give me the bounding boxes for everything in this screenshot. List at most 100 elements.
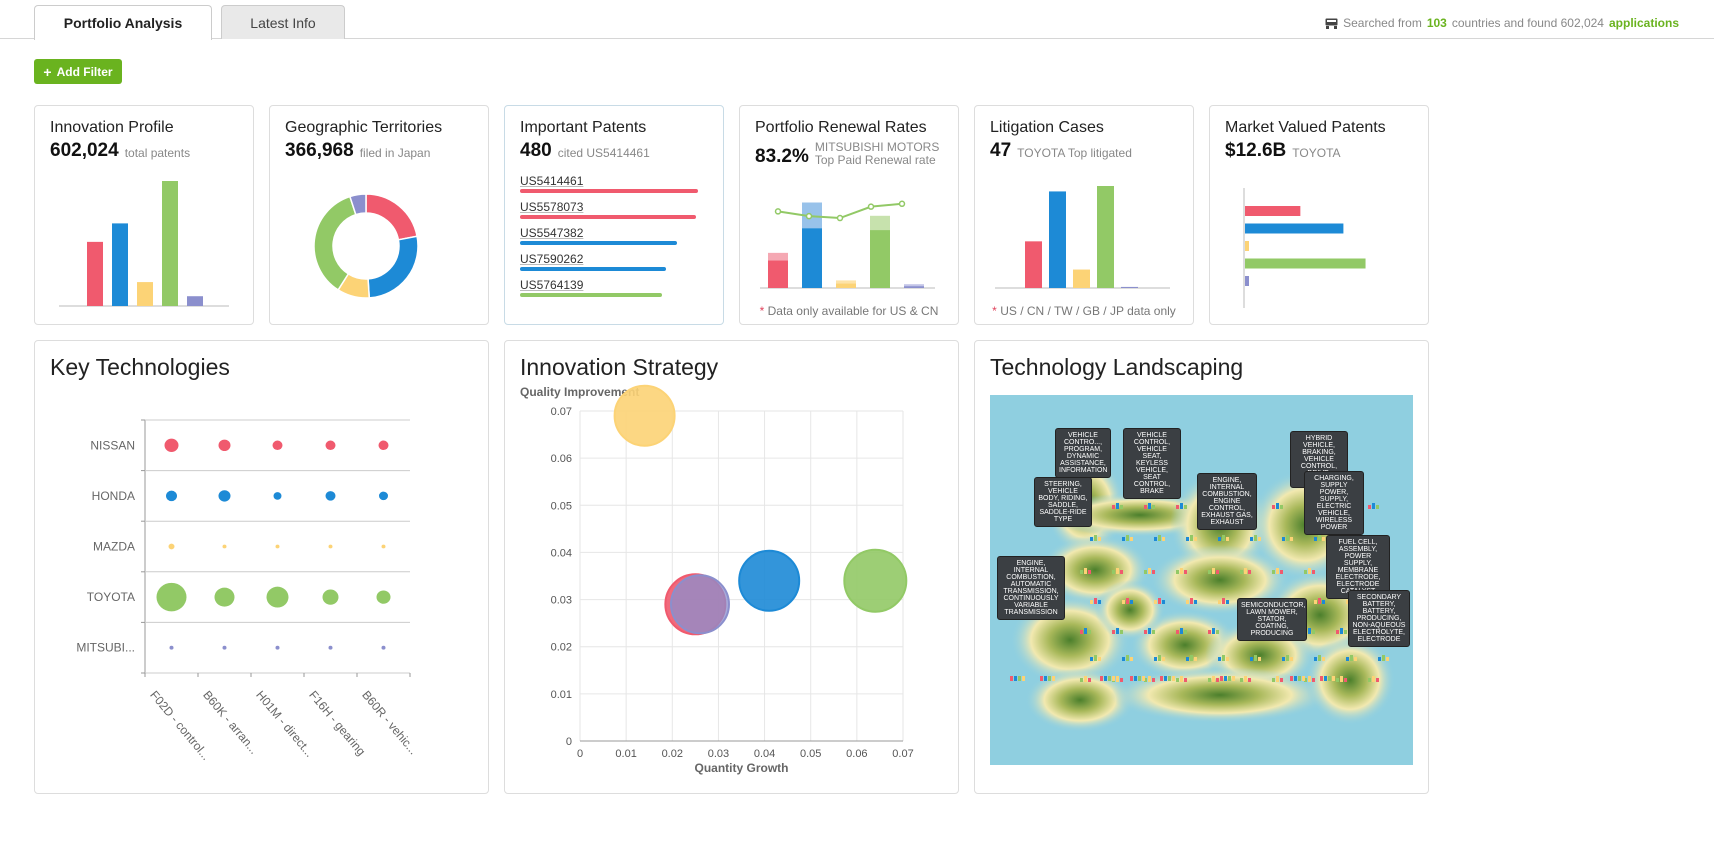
landscape-marker — [1048, 676, 1051, 681]
tech-bubble — [382, 646, 386, 650]
landscape-marker — [1080, 630, 1083, 634]
landscape-marker — [1328, 676, 1331, 681]
bar — [1049, 191, 1066, 288]
landscape-tip[interactable]: STEERING, VEHICLE BODY, RIDING, SADDLE, … — [1034, 477, 1092, 527]
landscape-marker — [1250, 657, 1253, 661]
tech-bubble — [215, 588, 235, 607]
landscape-marker — [1340, 676, 1343, 682]
landscape-marker — [1322, 657, 1325, 661]
patent-link[interactable]: US5414461 — [520, 174, 700, 188]
landscape-marker — [1290, 657, 1293, 661]
landscape-tip[interactable]: CHARGING, SUPPLY POWER, SUPPLY, ELECTRIC… — [1304, 471, 1364, 535]
landscape-marker — [1208, 630, 1211, 634]
tech-bubble — [166, 491, 177, 501]
landscape-map[interactable]: VEHICLE CONTRO..., PROGRAM, DYNAMIC ASSI… — [990, 395, 1413, 765]
landscape-marker — [1152, 630, 1155, 634]
landscape-marker — [1320, 676, 1323, 681]
landscape-tip[interactable]: ENGINE, INTERNAL COMBUSTION, ENGINE CONT… — [1197, 473, 1257, 530]
key-technologies-card[interactable]: Key Technologies NISSANHONDAMAZDATOYOTAM… — [34, 340, 489, 794]
strategy-bubble — [844, 550, 906, 612]
market-card[interactable]: Market Valued Patents $12.6B TOYOTA — [1209, 105, 1429, 325]
strategy-bubble — [615, 386, 675, 446]
y-tick-label: 0.06 — [551, 453, 572, 465]
landscape-marker — [1240, 570, 1243, 574]
patent-item[interactable]: US5414461 — [520, 174, 700, 200]
landscape-marker — [1376, 678, 1379, 682]
patent-item[interactable]: US5764139 — [520, 278, 700, 304]
landscape-marker — [1212, 568, 1215, 574]
landscape-marker — [1186, 600, 1189, 604]
row-label: HONDA — [92, 489, 135, 503]
tech-bubble — [274, 492, 282, 500]
applications-link[interactable]: applications — [1609, 16, 1679, 30]
landscape-marker — [1232, 676, 1235, 681]
tab-bar: Portfolio Analysis Latest Info Searched … — [0, 0, 1714, 39]
column-label: B60R - vehic... — [359, 688, 420, 757]
renewal-card[interactable]: Portfolio Renewal Rates 83.2% MITSUBISHI… — [739, 105, 959, 325]
landscape-marker — [1120, 570, 1123, 574]
landscape-marker — [1014, 676, 1017, 681]
landscape-marker — [1212, 628, 1215, 634]
landscape-marker — [1226, 600, 1229, 604]
bar — [187, 296, 203, 306]
landscape-tip[interactable]: ENGINE, INTERNAL COMBUSTION, AUTOMATIC T… — [997, 556, 1065, 620]
column-label: H01M - direct... — [253, 688, 316, 760]
landscape-marker — [1122, 600, 1125, 604]
landscape-marker — [1154, 537, 1157, 541]
landscape-marker — [1216, 678, 1219, 682]
patent-bar — [520, 267, 666, 271]
landscape-tip[interactable]: VEHICLE CONTROL, VEHICLE SEAT, KEYLESS V… — [1123, 428, 1181, 499]
landscape-marker — [1112, 570, 1115, 574]
card-title: Technology Landscaping — [990, 354, 1243, 381]
patent-link[interactable]: US5764139 — [520, 278, 700, 292]
litigation-card[interactable]: Litigation Cases 47 TOYOTA Top litigated… — [974, 105, 1194, 325]
bar-top — [836, 280, 856, 283]
landscape-marker — [1022, 676, 1025, 681]
renewal-chart — [740, 106, 960, 326]
bar — [1245, 224, 1343, 234]
tab-latest-info[interactable]: Latest Info — [221, 5, 345, 39]
patent-link[interactable]: US5547382 — [520, 226, 700, 240]
patent-link[interactable]: US5578073 — [520, 200, 700, 214]
landscape-marker — [1324, 676, 1327, 681]
landscape-marker — [1208, 570, 1211, 574]
patent-item[interactable]: US5578073 — [520, 200, 700, 226]
x-tick-label: 0.03 — [708, 748, 729, 760]
search-db-icon — [1325, 18, 1338, 29]
tech-bubble — [273, 441, 283, 451]
tech-bubble — [379, 441, 389, 451]
landscape-marker — [1184, 570, 1187, 574]
landscape-tip[interactable]: VEHICLE CONTRO..., PROGRAM, DYNAMIC ASSI… — [1055, 428, 1111, 478]
landscape-marker — [1152, 570, 1155, 574]
landscape-marker — [1376, 505, 1379, 509]
landscape-marker — [1100, 676, 1103, 681]
patent-item[interactable]: US7590262 — [520, 252, 700, 278]
terrain-hill — [1305, 635, 1395, 725]
strategy-bubble — [671, 575, 729, 633]
technology-landscaping-card[interactable]: Technology Landscaping VEHICLE CONTRO...… — [974, 340, 1429, 794]
note-star: * — [760, 304, 765, 318]
innovation-profile-card[interactable]: Innovation Profile 602,024 total patents — [34, 105, 254, 325]
landscape-marker — [1226, 537, 1229, 541]
patent-link[interactable]: US7590262 — [520, 252, 700, 266]
add-filter-label: Add Filter — [57, 65, 113, 79]
innovation-strategy-card[interactable]: Innovation Strategy 00.010.020.030.040.0… — [504, 340, 959, 794]
landscape-marker — [1176, 630, 1179, 634]
landscape-marker — [1112, 505, 1115, 509]
landscape-marker — [1184, 630, 1187, 634]
important-patents-card[interactable]: Important Patents 480 cited US5414461 US… — [504, 105, 724, 325]
landscape-marker — [1350, 655, 1353, 661]
landscape-marker — [1190, 598, 1193, 604]
patent-item[interactable]: US5547382 — [520, 226, 700, 252]
y-tick-label: 0.02 — [551, 642, 572, 654]
geographic-card[interactable]: Geographic Territories 366,968 filed in … — [269, 105, 489, 325]
landscape-tip[interactable]: SECONDARY BATTERY, BATTERY, PRODUCING, N… — [1348, 590, 1410, 647]
x-tick-label: 0 — [577, 748, 583, 760]
tab-portfolio-analysis[interactable]: Portfolio Analysis — [34, 5, 212, 40]
landscape-marker — [1126, 655, 1129, 661]
landscape-marker — [1372, 503, 1375, 509]
landscape-marker — [1194, 657, 1197, 661]
landscape-tip[interactable]: SEMICONDUCTOR, LAWN MOWER, STATOR, COATI… — [1237, 598, 1307, 641]
add-filter-button[interactable]: + Add Filter — [34, 59, 122, 84]
landscape-marker — [1220, 676, 1223, 681]
